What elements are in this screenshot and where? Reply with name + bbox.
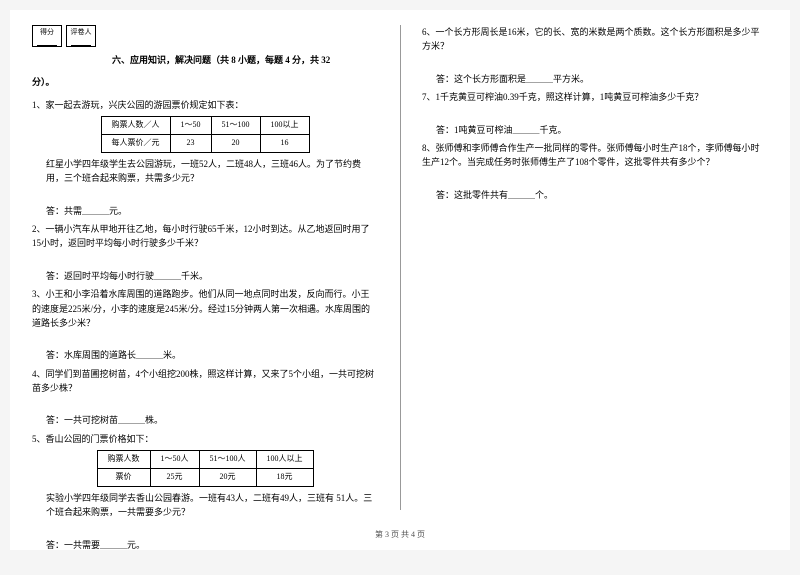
- cell: 每人票价／元: [101, 134, 170, 152]
- question-4: 4、同学们到苗圃挖树苗，4个小组挖200株，照这样计算，又来了5个小组，一共可挖…: [32, 367, 378, 428]
- cell: 票价: [97, 469, 150, 487]
- q5-body: 实验小学四年级同学去香山公园春游。一班有43人，二班有49人，三班有 51人。三…: [46, 491, 378, 520]
- column-divider: [400, 25, 401, 510]
- cell: 1～50人: [150, 451, 199, 469]
- left-column: 得分 评卷人 六、应用知识，解决问题（共 8 小题，每题 4 分，共 32 分）…: [10, 10, 400, 550]
- cell: 51～100: [211, 117, 260, 135]
- q7-text: 7、1千克黄豆可榨油0.39千克，照这样计算，1吨黄豆可榨油多少千克？: [422, 90, 768, 104]
- cell: 购票人数／人: [101, 117, 170, 135]
- q8-text: 8、张师傅和李师傅合作生产一批同样的零件。张师傅每小时生产18个，李师傅每小时生…: [422, 141, 768, 170]
- q6-text: 6、一个长方形周长是16米，它的长、宽的米数是两个质数。这个长方形面积是多少平方…: [422, 25, 768, 54]
- section-title: 六、应用知识，解决问题（共 8 小题，每题 4 分，共 32: [112, 53, 378, 67]
- question-6: 6、一个长方形周长是16米，它的长、宽的米数是两个质数。这个长方形面积是多少平方…: [422, 25, 768, 86]
- right-column: 6、一个长方形周长是16米，它的长、宽的米数是两个质数。这个长方形面积是多少平方…: [400, 10, 790, 550]
- score-label: 得分: [40, 27, 54, 38]
- cell: 20: [211, 134, 260, 152]
- q5-text: 5、香山公园的门票价格如下：: [32, 432, 378, 446]
- cell: 100以上: [260, 117, 309, 135]
- q1-answer: 答：共需＿＿＿元。: [46, 204, 378, 218]
- question-7: 7、1千克黄豆可榨油0.39千克，照这样计算，1吨黄豆可榨油多少千克？ 答：1吨…: [422, 90, 768, 137]
- cell: 25元: [150, 469, 199, 487]
- cell: 购票人数: [97, 451, 150, 469]
- grader-cell: 评卷人: [66, 25, 96, 47]
- q4-answer: 答：一共可挖树苗＿＿＿株。: [46, 413, 378, 427]
- cell: 20元: [199, 469, 256, 487]
- q2-text: 2、一辆小汽车从甲地开往乙地，每小时行驶65千米，12小时到达。从乙地返回时用了…: [32, 222, 378, 251]
- question-1: 1、家一起去游玩，兴庆公园的游园票价规定如下表： 购票人数／人 1～50 51～…: [32, 98, 378, 218]
- q6-answer: 答：这个长方形面积是＿＿＿平方米。: [436, 72, 768, 86]
- q5-table: 购票人数 1～50人 51～100人 100人以上 票价 25元 20元 18元: [97, 450, 314, 487]
- table-row: 购票人数 1～50人 51～100人 100人以上: [97, 451, 313, 469]
- page-footer: 第 3 页 共 4 页: [10, 529, 790, 542]
- section-title-cont: 分）。: [32, 75, 378, 89]
- q1-table: 购票人数／人 1～50 51～100 100以上 每人票价／元 23 20 16: [101, 116, 310, 153]
- cell: 16: [260, 134, 309, 152]
- q4-text: 4、同学们到苗圃挖树苗，4个小组挖200株，照这样计算，又来了5个小组，一共可挖…: [32, 367, 378, 396]
- cell: 100人以上: [256, 451, 313, 469]
- page: 得分 评卷人 六、应用知识，解决问题（共 8 小题，每题 4 分，共 32 分）…: [10, 10, 790, 550]
- score-underline: [37, 38, 57, 46]
- score-box: 得分 评卷人: [32, 25, 378, 47]
- grader-underline: [71, 38, 91, 46]
- q1-body: 红星小学四年级学生去公园游玩，一班52人，二班48人，三班46人。为了节约费用，…: [46, 157, 378, 186]
- q1-text: 1、家一起去游玩，兴庆公园的游园票价规定如下表：: [32, 98, 378, 112]
- question-3: 3、小王和小李沿着水库周围的道路跑步。他们从同一地点同时出发，反向而行。小王的速…: [32, 287, 378, 363]
- table-row: 购票人数／人 1～50 51～100 100以上: [101, 117, 309, 135]
- q2-answer: 答：返回时平均每小时行驶＿＿＿千米。: [46, 269, 378, 283]
- score-cell: 得分: [32, 25, 62, 47]
- cell: 23: [170, 134, 211, 152]
- grader-label: 评卷人: [71, 27, 92, 38]
- cell: 51～100人: [199, 451, 256, 469]
- table-row: 每人票价／元 23 20 16: [101, 134, 309, 152]
- question-2: 2、一辆小汽车从甲地开往乙地，每小时行驶65千米，12小时到达。从乙地返回时用了…: [32, 222, 378, 283]
- q8-answer: 答：这批零件共有＿＿＿个。: [436, 188, 768, 202]
- table-row: 票价 25元 20元 18元: [97, 469, 313, 487]
- cell: 18元: [256, 469, 313, 487]
- q3-text: 3、小王和小李沿着水库周围的道路跑步。他们从同一地点同时出发，反向而行。小王的速…: [32, 287, 378, 330]
- q7-answer: 答：1吨黄豆可榨油＿＿＿千克。: [436, 123, 768, 137]
- cell: 1～50: [170, 117, 211, 135]
- q3-answer: 答：水库周围的道路长＿＿＿米。: [46, 348, 378, 362]
- question-8: 8、张师傅和李师傅合作生产一批同样的零件。张师傅每小时生产18个，李师傅每小时生…: [422, 141, 768, 202]
